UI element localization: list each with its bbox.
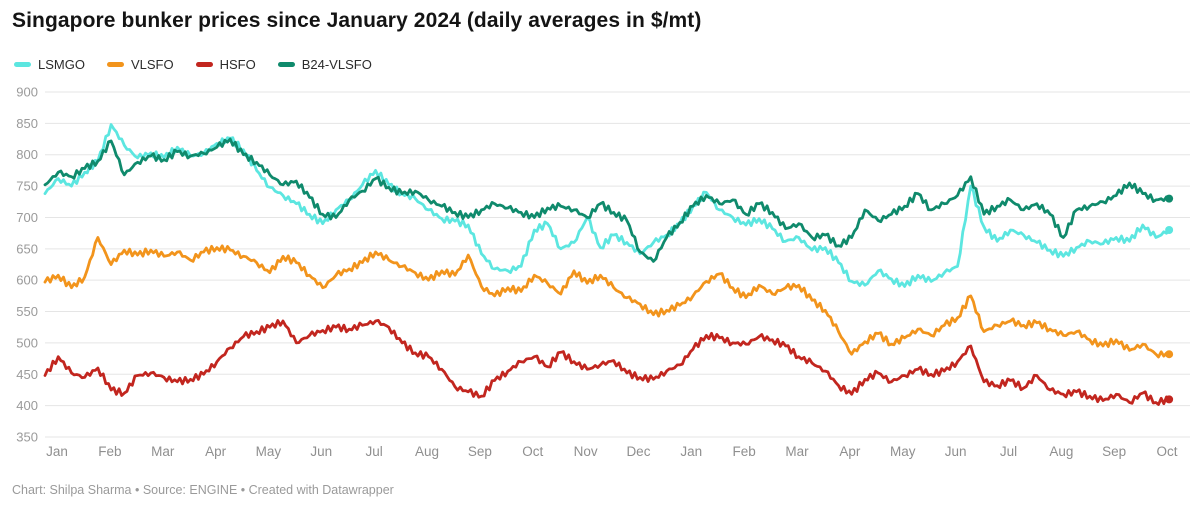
x-axis-label: May bbox=[890, 444, 916, 459]
x-axis-label: Sep bbox=[468, 444, 492, 459]
series-line-vlsfo bbox=[43, 236, 1171, 359]
y-axis-label: 750 bbox=[16, 179, 38, 194]
series-line-b24-vlsfo bbox=[43, 137, 1171, 263]
legend-item-hsfo: HSFO bbox=[195, 57, 256, 72]
legend-swatch-icon bbox=[106, 62, 124, 67]
y-axis-label: 450 bbox=[16, 367, 38, 382]
chart-footer-credits: Chart: Shilpa Sharma • Source: ENGINE • … bbox=[12, 483, 394, 497]
legend-label: HSFO bbox=[219, 57, 256, 72]
x-axis-label: Nov bbox=[574, 444, 598, 459]
line-chart: 900 850 800 750 700 650 600 550 500 450 400 350 Jan F… bbox=[16, 85, 1190, 459]
x-axis-label: Jan bbox=[680, 444, 702, 459]
series-line-hsfo bbox=[43, 318, 1171, 406]
series-end-dot-b24-vlsfo bbox=[1165, 194, 1174, 203]
y-axis-label: 550 bbox=[16, 304, 38, 319]
y-axis-label: 900 bbox=[16, 85, 38, 100]
y-axis-label: 350 bbox=[16, 430, 38, 445]
y-axis-labels: 900 850 800 750 700 650 600 550 500 450 400 350 bbox=[16, 85, 38, 445]
x-axis-label: Jun bbox=[310, 444, 332, 459]
page-title: Singapore bunker prices since January 20… bbox=[12, 9, 702, 32]
legend-item-b24-vlsfo: B24-VLSFO bbox=[277, 57, 372, 72]
series-line-lsmgo bbox=[43, 123, 1171, 288]
y-axis-label: 850 bbox=[16, 116, 38, 131]
legend-label: B24-VLSFO bbox=[301, 57, 372, 72]
y-axis-label: 400 bbox=[16, 398, 38, 413]
legend-label: VLSFO bbox=[130, 57, 174, 72]
y-axis-label: 700 bbox=[16, 210, 38, 225]
legend: LSMGO VLSFO HSFO B24-VLSFO bbox=[14, 57, 372, 72]
legend-label: LSMGO bbox=[38, 57, 85, 72]
y-axis-label: 600 bbox=[16, 273, 38, 288]
x-axis-label: Jun bbox=[945, 444, 967, 459]
x-axis-label: Mar bbox=[151, 444, 175, 459]
x-axis-label: Jul bbox=[366, 444, 383, 459]
x-axis-label: Feb bbox=[733, 444, 756, 459]
x-axis-labels: Jan Feb Mar Apr May Jun Jul Aug Sep Oct Nov Dec Jan F… bbox=[46, 444, 1178, 459]
x-axis-label: Jul bbox=[1000, 444, 1017, 459]
x-axis-label: Mar bbox=[785, 444, 809, 459]
legend-item-lsmgo: LSMGO bbox=[14, 57, 85, 72]
y-axis-label: 800 bbox=[16, 147, 38, 162]
y-axis-label: 650 bbox=[16, 241, 38, 256]
y-gridlines bbox=[45, 91, 1190, 438]
y-axis-label: 500 bbox=[16, 335, 38, 350]
series-end-dot-hsfo bbox=[1165, 395, 1174, 404]
x-axis-label: Feb bbox=[98, 444, 121, 459]
x-axis-label: Sep bbox=[1102, 444, 1126, 459]
x-axis-label: Apr bbox=[205, 444, 227, 459]
x-axis-label: Aug bbox=[1049, 444, 1073, 459]
x-axis-label: Jan bbox=[46, 444, 68, 459]
x-axis-label: May bbox=[256, 444, 282, 459]
x-axis-label: Aug bbox=[415, 444, 439, 459]
legend-swatch-icon bbox=[14, 62, 31, 67]
legend-item-vlsfo: VLSFO bbox=[106, 57, 174, 72]
legend-swatch-icon bbox=[277, 62, 295, 67]
series-end-dot-lsmgo bbox=[1165, 226, 1174, 234]
x-axis-label: Oct bbox=[1157, 444, 1178, 459]
x-axis-label: Oct bbox=[522, 444, 543, 459]
x-axis-label: Dec bbox=[626, 444, 650, 459]
series-end-dot-vlsfo bbox=[1165, 350, 1174, 359]
legend-swatch-icon bbox=[195, 62, 213, 67]
x-axis-label: Apr bbox=[839, 444, 861, 459]
